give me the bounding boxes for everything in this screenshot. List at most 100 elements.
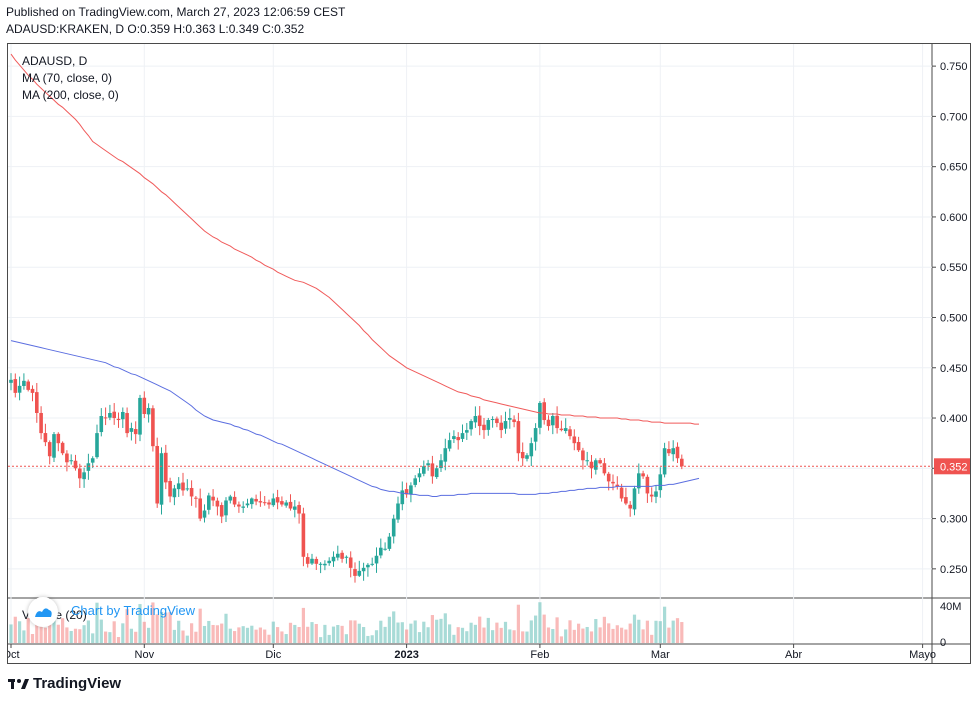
volume-bar: [52, 611, 56, 643]
tradingview-brand[interactable]: TradingView: [8, 675, 121, 692]
volume-bar: [82, 625, 86, 643]
volume-bar: [624, 629, 628, 643]
volume-bar: [581, 628, 585, 643]
volume-bar: [267, 634, 271, 643]
volume-bar: [91, 633, 95, 643]
volume-bar: [534, 615, 538, 643]
volume-bar: [426, 627, 430, 643]
volume-bar: [129, 628, 133, 643]
candle-body: [615, 484, 620, 487]
volume-bar: [422, 621, 426, 643]
candle-body: [675, 446, 680, 459]
x-tick-label: Nov: [135, 649, 155, 661]
y-tick-label: 0.700: [940, 111, 968, 123]
volume-bar: [18, 621, 22, 643]
candle-body: [460, 433, 465, 439]
candle-body: [387, 536, 392, 549]
candle-body: [572, 436, 577, 444]
candle-body: [353, 569, 357, 576]
candle-body: [525, 455, 529, 459]
candle-body: [529, 443, 534, 457]
candle-body: [649, 494, 654, 497]
volume-bar: [43, 627, 47, 643]
candle-body: [422, 466, 426, 474]
price-chart[interactable]: 0.750 0.700 0.650 0.600 0.550 0.500 0.450 0.400…: [8, 44, 970, 663]
volume-bar: [220, 623, 224, 643]
volume-bar: [263, 629, 267, 643]
volume-bar: [448, 624, 452, 643]
candle-body: [189, 487, 194, 497]
candle-body: [495, 418, 499, 424]
last-price-badge: [934, 458, 970, 475]
candle-body: [185, 488, 190, 490]
y-tick-label: 0.500: [940, 312, 968, 324]
chart-frame[interactable]: 0.750 0.700 0.650 0.600 0.550 0.500 0.450 0.400…: [7, 43, 971, 664]
volume-bar: [680, 622, 684, 643]
candle-body: [391, 518, 396, 537]
volume-bar: [392, 611, 396, 643]
candle-body: [680, 458, 684, 467]
candle-body: [555, 415, 559, 429]
volume-bar: [645, 620, 649, 643]
volume-bar: [134, 631, 138, 643]
volume-bar: [460, 627, 465, 643]
tradingview-logo-icon: [8, 679, 29, 689]
candle-body: [297, 505, 301, 514]
volume-bar: [572, 629, 576, 643]
x-tick-label: Feb: [530, 649, 549, 661]
volume-bar: [245, 627, 250, 643]
volume-bar: [155, 614, 159, 643]
volume-bar: [280, 631, 284, 643]
volume-bar: [241, 626, 245, 643]
volume-bar: [615, 625, 619, 643]
candle-body: [65, 453, 69, 463]
volume-bar: [215, 625, 219, 643]
volume-bar: [340, 625, 344, 643]
candle-body: [456, 437, 460, 441]
x-tick-label: Dic: [265, 649, 281, 661]
volume-bar: [121, 623, 125, 643]
candle-body: [641, 473, 645, 477]
volume-bar: [336, 625, 340, 643]
candle-body: [250, 498, 254, 505]
candle-body: [533, 428, 538, 442]
volume-bar: [349, 620, 353, 643]
candle-body: [288, 501, 293, 509]
volume-bar: [564, 629, 568, 643]
candle-body: [245, 503, 250, 506]
candle-body: [499, 422, 503, 431]
candle-body: [538, 402, 542, 428]
volume-bar: [486, 617, 490, 643]
volume-bar: [555, 617, 559, 643]
volume-bar: [9, 624, 13, 643]
candle-body: [181, 482, 185, 491]
volume-bar: [207, 620, 211, 643]
volume-bar: [620, 627, 624, 643]
volume-bar: [172, 629, 176, 643]
chart-by-tradingview-link[interactable]: Chart by TradingView: [71, 603, 196, 618]
volume-bar: [185, 635, 189, 643]
volume-bar: [65, 627, 69, 643]
volume-bar: [508, 629, 512, 643]
candle-body: [103, 417, 108, 419]
ma200-line: [10, 53, 699, 425]
candle-body: [142, 397, 147, 415]
candle-body: [370, 563, 374, 565]
volume-bar: [641, 629, 645, 643]
candle-body: [383, 548, 387, 550]
volume-bar: [108, 632, 112, 643]
candle-body: [654, 491, 658, 497]
candle-body: [262, 502, 267, 504]
candle-body: [73, 460, 78, 469]
candle-body: [585, 460, 589, 462]
volume-bar: [258, 627, 262, 643]
volume-bar: [13, 616, 17, 643]
volume-bar: [473, 624, 477, 643]
volume-bar: [405, 629, 409, 643]
tradingview-badge-icon[interactable]: [28, 597, 58, 627]
y-tick-label: 0.550: [940, 262, 968, 274]
candle-body: [35, 392, 39, 414]
candle-body: [228, 496, 233, 501]
volume-bar: [417, 632, 422, 643]
volume-bar: [594, 619, 598, 643]
